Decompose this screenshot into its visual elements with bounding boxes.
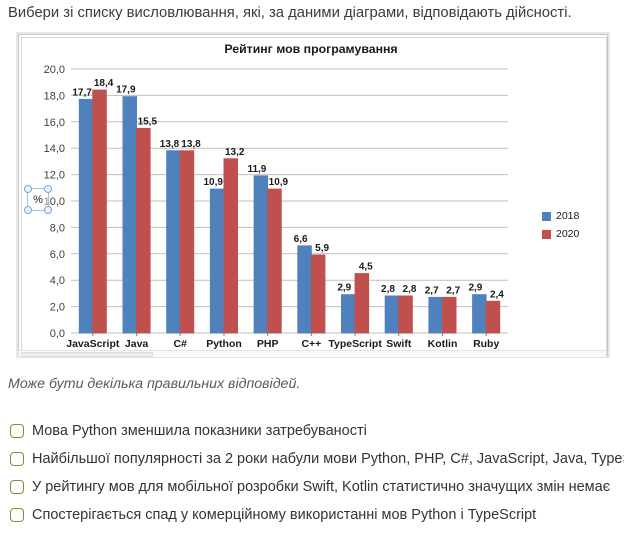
svg-text:C#: C# [173, 338, 187, 350]
svg-text:2,7: 2,7 [425, 285, 439, 296]
svg-text:11,9: 11,9 [247, 164, 266, 175]
svg-text:2,9: 2,9 [468, 283, 482, 294]
svg-text:2,0: 2,0 [50, 302, 65, 314]
svg-text:Java: Java [125, 338, 149, 350]
svg-text:2,9: 2,9 [337, 283, 351, 294]
svg-text:4,5: 4,5 [359, 262, 373, 273]
svg-text:Ruby: Ruby [473, 338, 499, 350]
svg-text:20,0: 20,0 [44, 64, 65, 76]
svg-text:18,0: 18,0 [44, 90, 65, 102]
svg-text:13,8: 13,8 [160, 139, 180, 150]
svg-text:4,0: 4,0 [50, 275, 65, 287]
svg-text:13,8: 13,8 [181, 139, 201, 150]
svg-text:10,9: 10,9 [269, 177, 289, 188]
svg-text:Kotlin: Kotlin [428, 338, 458, 350]
svg-text:2,4: 2,4 [490, 289, 504, 300]
svg-text:JavaScript: JavaScript [66, 338, 120, 350]
svg-text:16,0: 16,0 [44, 117, 65, 129]
svg-text:15,5: 15,5 [138, 116, 158, 127]
svg-text:2,8: 2,8 [403, 284, 417, 295]
svg-text:6,6: 6,6 [294, 234, 308, 245]
svg-text:2,8: 2,8 [381, 284, 395, 295]
svg-text:6,0: 6,0 [50, 249, 65, 261]
svg-text:TypeScript: TypeScript [328, 338, 382, 350]
svg-text:C++: C++ [301, 338, 321, 350]
svg-text:12,0: 12,0 [44, 170, 65, 182]
svg-text:17,9: 17,9 [116, 85, 136, 96]
svg-text:2,7: 2,7 [446, 285, 460, 296]
svg-text:5,9: 5,9 [315, 243, 329, 254]
svg-text:0,0: 0,0 [50, 328, 65, 340]
svg-text:14,0: 14,0 [44, 143, 65, 155]
svg-text:17,7: 17,7 [72, 87, 92, 98]
svg-text:Python: Python [206, 338, 242, 350]
svg-text:18,4: 18,4 [94, 78, 114, 89]
svg-text:Swift: Swift [386, 338, 412, 350]
svg-text:8,0: 8,0 [50, 222, 65, 234]
svg-text:10,9: 10,9 [203, 177, 223, 188]
svg-text:PHP: PHP [257, 338, 279, 350]
svg-text:13,2: 13,2 [225, 147, 245, 158]
